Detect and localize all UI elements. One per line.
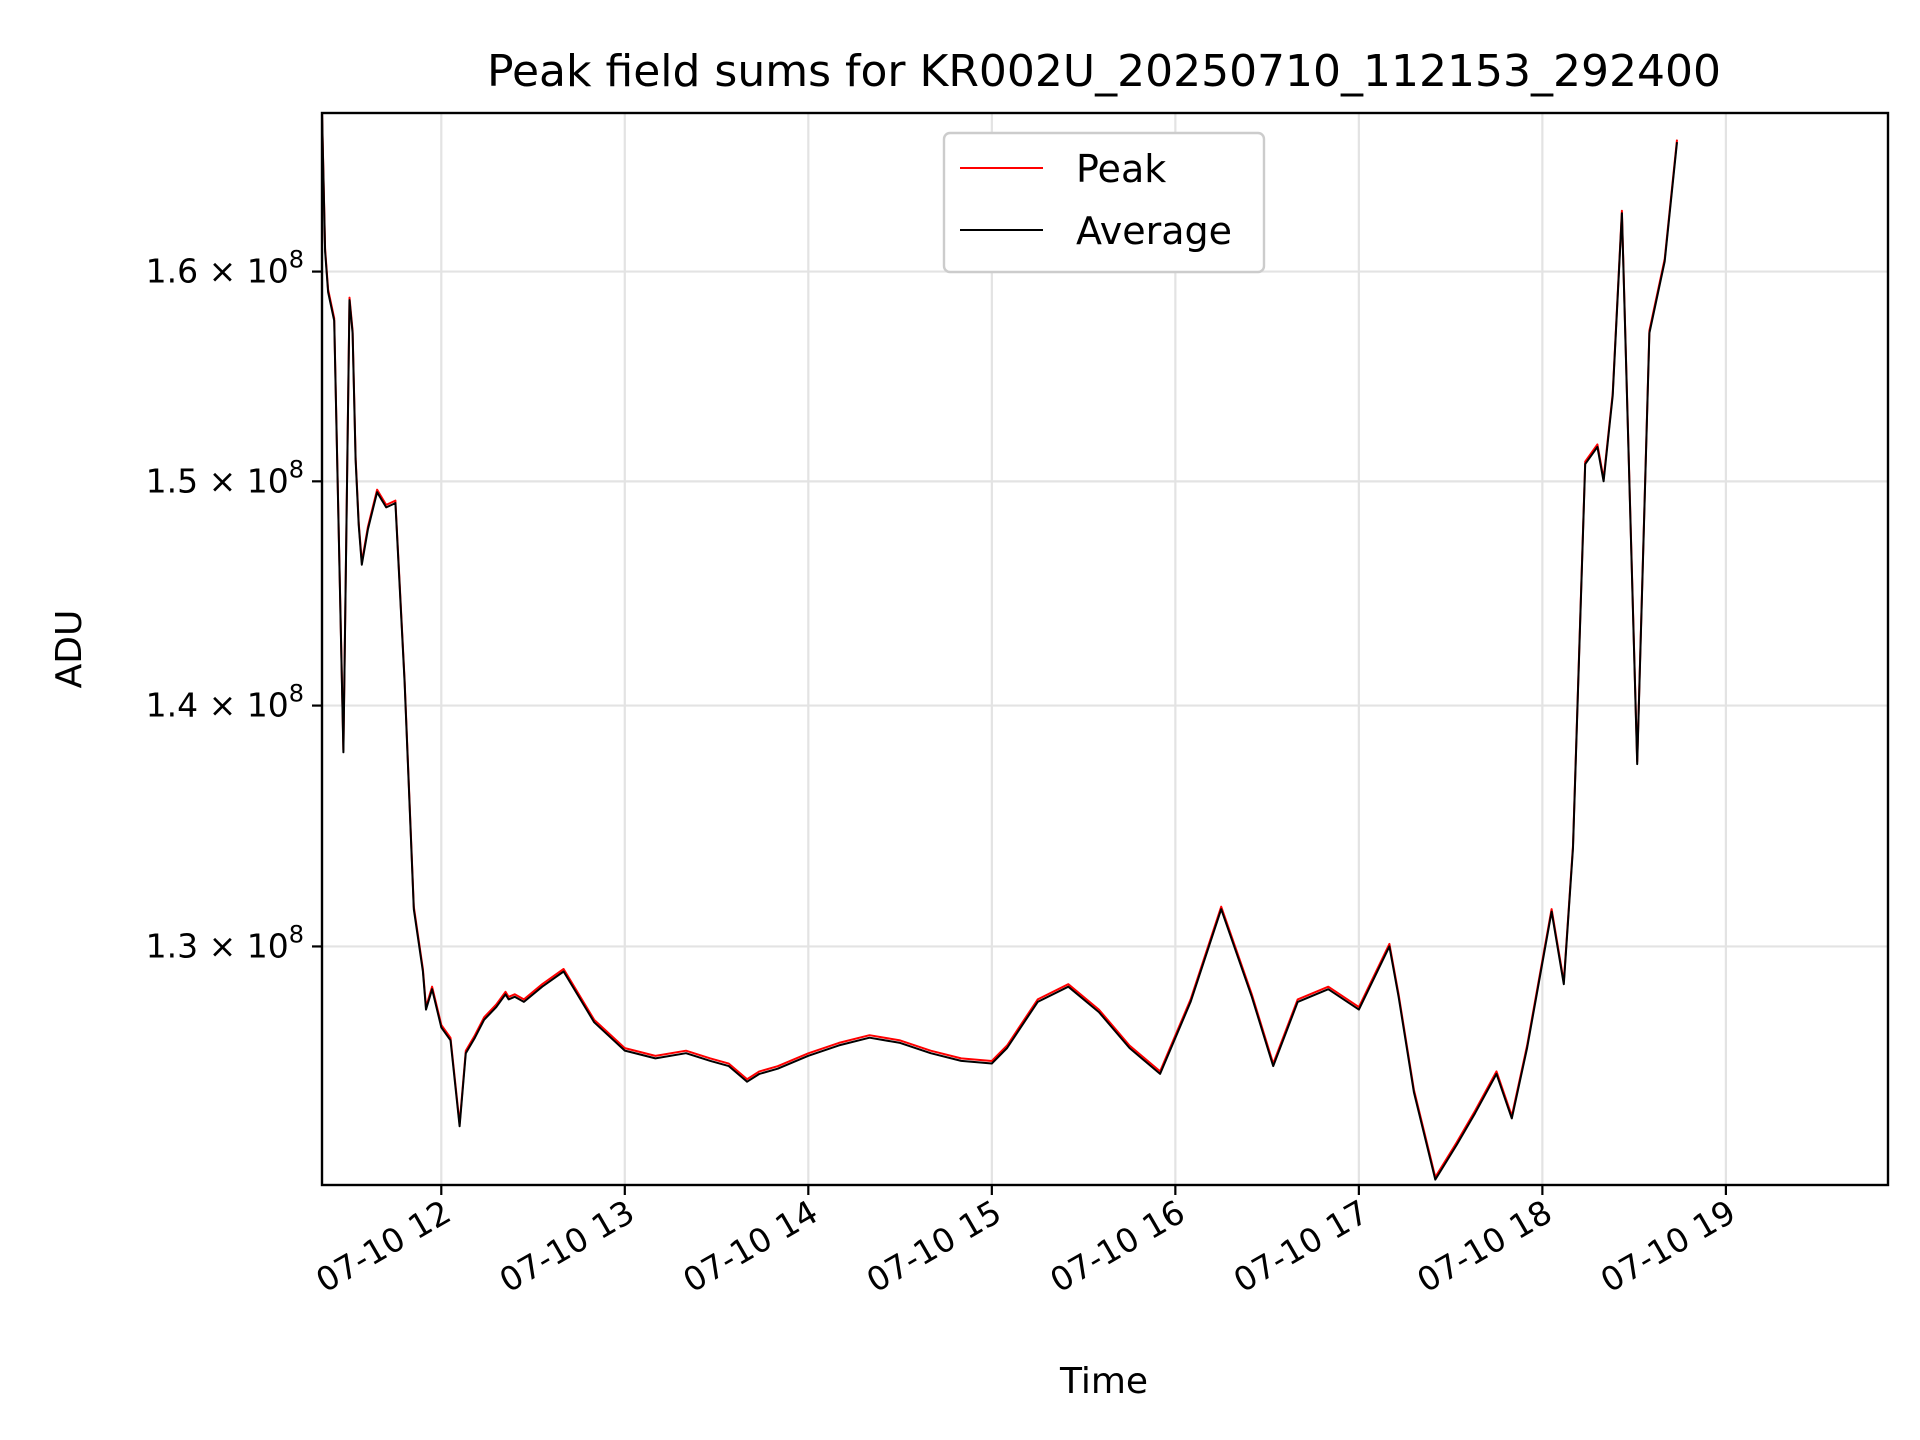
- plot-area: [320, 111, 1890, 1187]
- grid-lines: [322, 113, 1888, 1185]
- y-axis: 1.6 × 108 1.5 × 108 1.4 × 108 1.3 × 108: [146, 246, 322, 965]
- legend-label-peak: Peak: [1076, 147, 1166, 191]
- plot-frame: [320, 111, 1890, 1187]
- series-average-line: [322, 113, 1678, 1181]
- chart-title: Peak field sums for KR002U_20250710_1121…: [487, 46, 1721, 97]
- y-tick-label: 1.6 × 108: [146, 246, 304, 291]
- y-tick-label: 1.4 × 108: [146, 680, 304, 725]
- legend: Peak Average: [942, 131, 1266, 274]
- y-tick-label: 1.5 × 108: [146, 455, 304, 500]
- legend-entry-average: Average: [960, 209, 1232, 253]
- y-axis-title: ADU: [49, 610, 90, 689]
- x-axis-title: Time: [1059, 1361, 1148, 1402]
- legend-entry-peak: Peak: [960, 147, 1166, 191]
- legend-label-average: Average: [1076, 209, 1232, 253]
- y-tick-label: 1.3 × 108: [146, 920, 304, 965]
